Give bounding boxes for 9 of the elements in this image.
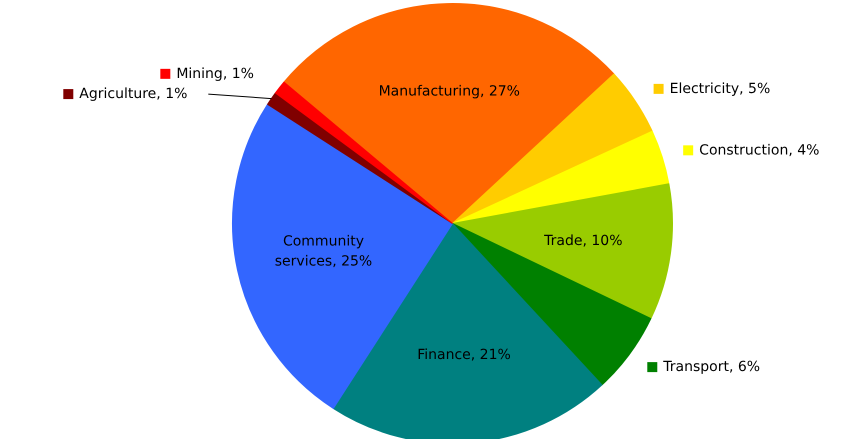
legend-label: Construction, 4% — [699, 142, 820, 158]
legend-label: Agriculture, 1% — [79, 86, 188, 102]
legend-label: Electricity, 5% — [670, 80, 770, 97]
slice-label: Community services, 25% — [274, 233, 372, 270]
legend-label: Transport, 6% — [662, 359, 760, 376]
slice-label: Manufacturing, 27% — [378, 84, 520, 100]
slice-label: Finance, 21% — [417, 347, 511, 363]
legend-label: Mining, 1% — [176, 66, 254, 82]
slice-label: Trade, 10% — [543, 232, 623, 249]
